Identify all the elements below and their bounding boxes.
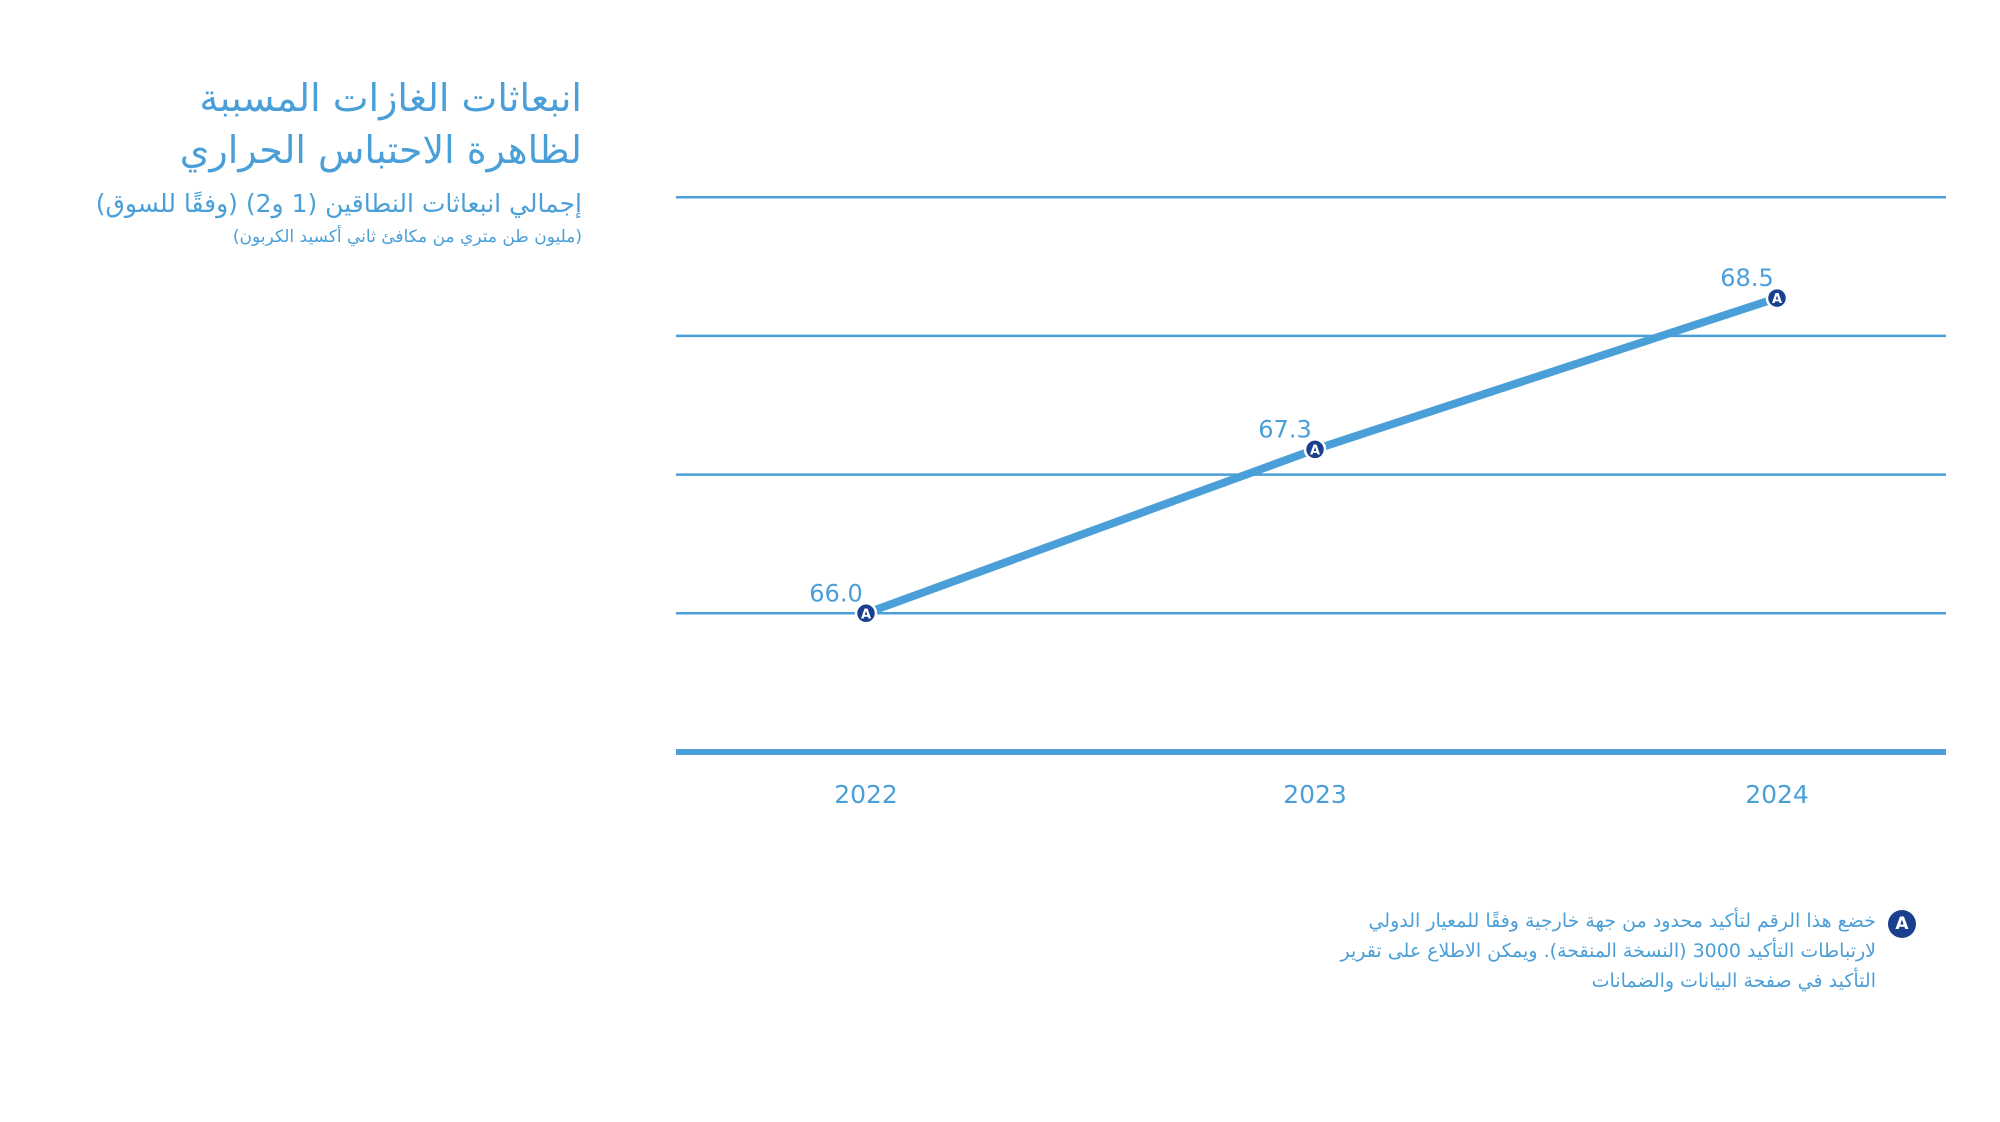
chart-title-line2: لظاهرة الاحتباس الحراري <box>179 128 582 172</box>
chart-title-line1: انبعاثات الغازات المسببة <box>199 76 582 120</box>
x-tick-label: 2024 <box>1745 780 1809 809</box>
marker-letter: A <box>1772 292 1782 307</box>
x-tick-label: 2022 <box>834 780 898 809</box>
footnote-text: خضع هذا الرقم لتأكيد محدود من جهة خارجية… <box>1340 910 1877 992</box>
assurance-marker-icon <box>854 602 878 625</box>
data-point: A67.3 <box>1258 415 1327 461</box>
chart-subtitle: إجمالي انبعاثات النطاقين (1 و2) (وفقًا ل… <box>95 189 582 218</box>
x-tick-label: 2023 <box>1283 780 1347 809</box>
unit-label: (مليون طن متري من مكافئ ثاني أكسيد الكرب… <box>232 227 582 247</box>
marker-letter: A <box>861 607 871 622</box>
data-label: 67.3 <box>1258 415 1311 443</box>
data-label: 68.5 <box>1720 264 1773 292</box>
gridlines <box>676 195 1946 615</box>
assurance-marker-icon <box>1303 438 1327 461</box>
data-point: A66.0 <box>809 579 878 625</box>
data-label: 66.0 <box>809 579 862 607</box>
header: انبعاثات الغازات المسببة لظاهرة الاحتباس… <box>96 72 582 250</box>
data-point: A68.5 <box>1720 264 1789 310</box>
x-axis-tick-labels: 2022 2023 2024 <box>834 780 1809 809</box>
marker-letter: A <box>1310 443 1320 458</box>
assurance-marker-icon <box>1765 286 1789 310</box>
footnote: A خضع هذا الرقم لتأكيد محدود من جهة خارج… <box>1316 906 1916 996</box>
assurance-badge-icon: A <box>1888 910 1916 938</box>
